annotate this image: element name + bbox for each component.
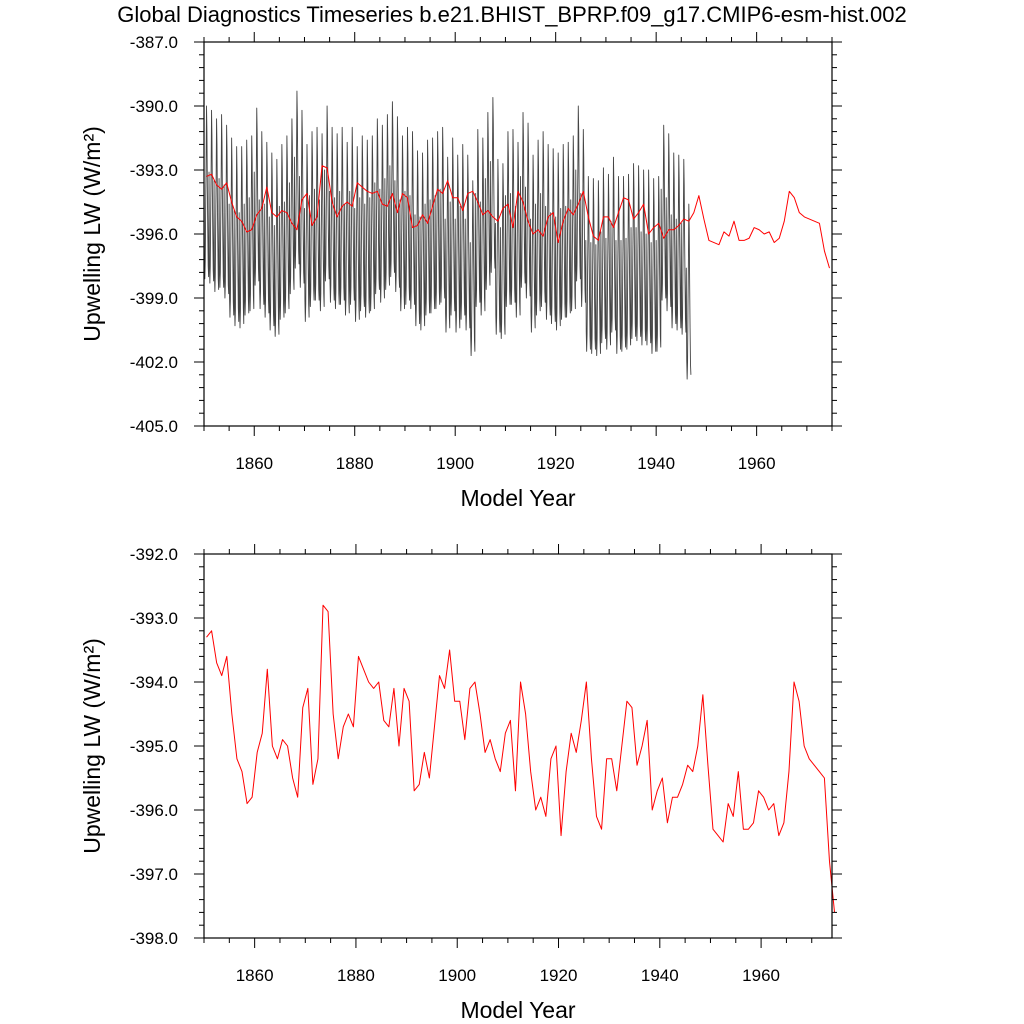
panel-2-y-tick-label: -397.0 xyxy=(130,865,178,884)
panel-2-y-tick-label: -392.0 xyxy=(130,545,178,564)
panel-2-x-tick-label: 1880 xyxy=(337,966,375,985)
panel-1-x-tick-label: 1920 xyxy=(537,454,575,473)
panel-1-annual-mean-line xyxy=(206,165,830,269)
panel-2-y-axis-title: Upwelling LW (W/m²) xyxy=(79,638,105,854)
panel-1-x-tick-label: 1940 xyxy=(637,454,675,473)
panel-2-y-tick-label: -393.0 xyxy=(130,609,178,628)
panel-2-y-tick-label: -395.0 xyxy=(130,737,178,756)
panel-2-x-tick-label: 1960 xyxy=(742,966,780,985)
panel-2-x-tick-label: 1920 xyxy=(540,966,578,985)
panel-1-y-tick-label: -387.0 xyxy=(130,33,178,52)
panel-1-y-tick-label: -393.0 xyxy=(130,161,178,180)
panel-1-y-tick-label: -399.0 xyxy=(130,289,178,308)
panel-1-monthly-series-line xyxy=(203,90,692,380)
panel-2-x-tick-label: 1940 xyxy=(641,966,679,985)
panel-1-x-axis-title: Model Year xyxy=(460,485,575,511)
panel-1-y-tick-label: -402.0 xyxy=(130,353,178,372)
panel-1-x-tick-label: 1880 xyxy=(336,454,374,473)
panel-1-y-tick-label: -396.0 xyxy=(130,225,178,244)
panel-1-x-tick-label: 1960 xyxy=(738,454,776,473)
panel-2-y-tick-label: -398.0 xyxy=(130,929,178,948)
panel-2-x-tick-label: 1900 xyxy=(438,966,476,985)
panel-1-x-tick-label: 1900 xyxy=(436,454,474,473)
panel-2-y-tick-label: -394.0 xyxy=(130,673,178,692)
panel-1-y-axis-title: Upwelling LW (W/m²) xyxy=(79,126,105,342)
panel-2-x-tick-label: 1860 xyxy=(236,966,274,985)
panel-1-y-tick-label: -405.0 xyxy=(130,417,178,436)
figure-title: Global Diagnostics Timeseries b.e21.BHIS… xyxy=(117,2,907,27)
panel-1-x-tick-label: 1860 xyxy=(235,454,273,473)
panel-2-x-axis-title: Model Year xyxy=(460,997,575,1023)
panel-2-y-tick-label: -396.0 xyxy=(130,801,178,820)
panel-1-y-tick-label: -390.0 xyxy=(130,97,178,116)
panel-2-annual-mean-line xyxy=(206,604,836,913)
